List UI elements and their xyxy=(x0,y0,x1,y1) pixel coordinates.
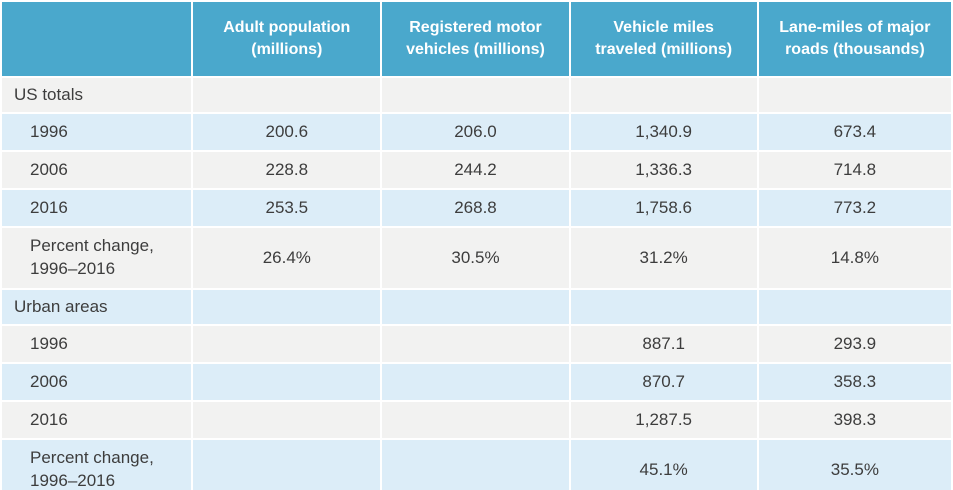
column-header-lane-miles: Lane-miles of major roads (thousands) xyxy=(758,2,951,76)
section-label: Urban areas xyxy=(2,290,192,324)
row-label: 2016 xyxy=(2,190,192,226)
cell xyxy=(193,440,381,490)
cell xyxy=(382,364,569,400)
row-label: 1996 xyxy=(2,114,192,150)
cell xyxy=(382,78,569,112)
cell: 1,336.3 xyxy=(570,152,757,188)
table-row-us-2016: 2016 253.5 268.8 1,758.6 773.2 xyxy=(2,190,951,226)
cell: 253.5 xyxy=(193,190,381,226)
cell: 30.5% xyxy=(382,228,569,288)
header-row: Adult population (millions) Registered m… xyxy=(2,2,951,76)
table-row-urban-percent-change: Percent change, 1996–2016 45.1% 35.5% xyxy=(2,440,951,490)
column-header-registered-vehicles: Registered motor vehicles (millions) xyxy=(382,2,569,76)
cell xyxy=(193,326,381,362)
cell xyxy=(758,78,951,112)
cell xyxy=(382,290,569,324)
section-row-us-totals: US totals xyxy=(2,78,951,112)
section-label: US totals xyxy=(2,78,192,112)
row-label: 2006 xyxy=(2,152,192,188)
cell xyxy=(193,78,381,112)
cell: 358.3 xyxy=(758,364,951,400)
column-header-blank xyxy=(2,2,192,76)
table-row-us-1996: 1996 200.6 206.0 1,340.9 673.4 xyxy=(2,114,951,150)
cell: 200.6 xyxy=(193,114,381,150)
column-header-adult-population: Adult population (millions) xyxy=(193,2,381,76)
cell xyxy=(193,364,381,400)
row-label: 2006 xyxy=(2,364,192,400)
row-label: 1996 xyxy=(2,326,192,362)
cell: 45.1% xyxy=(570,440,757,490)
cell: 206.0 xyxy=(382,114,569,150)
section-row-urban-areas: Urban areas xyxy=(2,290,951,324)
cell xyxy=(382,326,569,362)
cell xyxy=(382,440,569,490)
table-row-urban-1996: 1996 887.1 293.9 xyxy=(2,326,951,362)
cell: 1,340.9 xyxy=(570,114,757,150)
table-row-urban-2006: 2006 870.7 358.3 xyxy=(2,364,951,400)
table-row-urban-2016: 2016 1,287.5 398.3 xyxy=(2,402,951,438)
cell: 773.2 xyxy=(758,190,951,226)
table-row-us-2006: 2006 228.8 244.2 1,336.3 714.8 xyxy=(2,152,951,188)
cell: 887.1 xyxy=(570,326,757,362)
cell xyxy=(570,78,757,112)
column-header-vehicle-miles: Vehicle miles traveled (millions) xyxy=(570,2,757,76)
cell: 268.8 xyxy=(382,190,569,226)
cell: 1,287.5 xyxy=(570,402,757,438)
cell xyxy=(570,290,757,324)
row-label: Percent change, 1996–2016 xyxy=(2,228,192,288)
cell: 26.4% xyxy=(193,228,381,288)
cell: 714.8 xyxy=(758,152,951,188)
row-label: Percent change, 1996–2016 xyxy=(2,440,192,490)
cell: 293.9 xyxy=(758,326,951,362)
cell: 244.2 xyxy=(382,152,569,188)
cell: 14.8% xyxy=(758,228,951,288)
row-label: 2016 xyxy=(2,402,192,438)
table-row-us-percent-change: Percent change, 1996–2016 26.4% 30.5% 31… xyxy=(2,228,951,288)
cell xyxy=(758,290,951,324)
cell: 35.5% xyxy=(758,440,951,490)
cell: 1,758.6 xyxy=(570,190,757,226)
cell: 228.8 xyxy=(193,152,381,188)
cell xyxy=(193,402,381,438)
cell: 31.2% xyxy=(570,228,757,288)
cell: 398.3 xyxy=(758,402,951,438)
cell xyxy=(382,402,569,438)
cell: 673.4 xyxy=(758,114,951,150)
cell: 870.7 xyxy=(570,364,757,400)
cell xyxy=(193,290,381,324)
